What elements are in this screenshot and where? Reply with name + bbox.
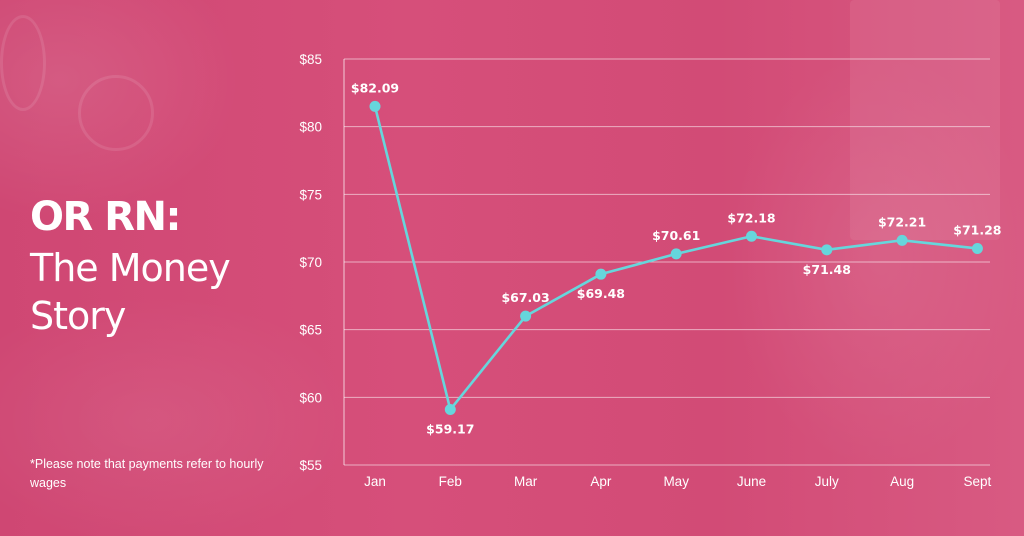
data-label: $67.03 xyxy=(501,290,549,305)
data-label: $69.48 xyxy=(577,286,625,301)
data-point xyxy=(971,242,983,254)
data-label: $72.18 xyxy=(727,210,775,225)
data-label: $70.61 xyxy=(652,228,700,243)
y-tick-label: $75 xyxy=(299,187,322,202)
page-subtitle-line-2: Story xyxy=(30,294,126,338)
y-tick-label: $70 xyxy=(299,255,322,270)
x-tick-label: Apr xyxy=(590,474,612,489)
y-tick-label: $60 xyxy=(299,390,322,405)
x-tick-label: June xyxy=(737,474,766,489)
data-label: $82.09 xyxy=(351,80,399,95)
data-point xyxy=(520,310,532,322)
data-point xyxy=(821,244,833,256)
data-label: $71.48 xyxy=(803,262,851,277)
y-tick-label: $80 xyxy=(299,120,322,135)
grid-lines xyxy=(344,58,990,466)
x-tick-label: Aug xyxy=(890,474,914,489)
x-axis: Jan Feb Mar Apr May June July Aug Sept xyxy=(364,474,991,489)
y-axis: $55 $60 $65 $70 $75 $80 $85 xyxy=(299,52,345,473)
data-point xyxy=(595,268,607,280)
y-tick-label: $65 xyxy=(299,323,322,338)
data-points xyxy=(369,100,983,416)
footnote: *Please note that payments refer to hour… xyxy=(30,457,264,490)
x-tick-label: Jan xyxy=(364,474,386,489)
title-block: OR RN: The Money Story xyxy=(30,190,231,340)
x-tick-label: Feb xyxy=(439,474,462,489)
data-point xyxy=(896,234,908,246)
background-decoration xyxy=(0,15,46,111)
y-tick-label: $85 xyxy=(299,52,322,67)
page-title: OR RN: xyxy=(30,194,182,240)
data-point xyxy=(444,404,456,416)
y-tick-label: $55 xyxy=(299,458,322,473)
x-tick-label: Mar xyxy=(514,474,538,489)
data-label: $72.21 xyxy=(878,214,926,229)
data-labels: $82.09 $59.17 $67.03 $69.48 $70.61 $72.18 $71.… xyxy=(351,80,1002,436)
x-tick-label: May xyxy=(663,474,689,489)
data-label: $59.17 xyxy=(426,422,474,437)
x-tick-label: Sept xyxy=(964,474,992,489)
data-point xyxy=(670,248,682,260)
data-label: $71.28 xyxy=(953,222,1001,237)
background-panel xyxy=(850,0,1000,240)
data-point xyxy=(369,100,381,112)
background-decoration xyxy=(78,75,154,151)
x-tick-label: July xyxy=(815,474,839,489)
page-subtitle-line-1: The Money xyxy=(30,246,231,290)
data-point xyxy=(746,230,757,242)
